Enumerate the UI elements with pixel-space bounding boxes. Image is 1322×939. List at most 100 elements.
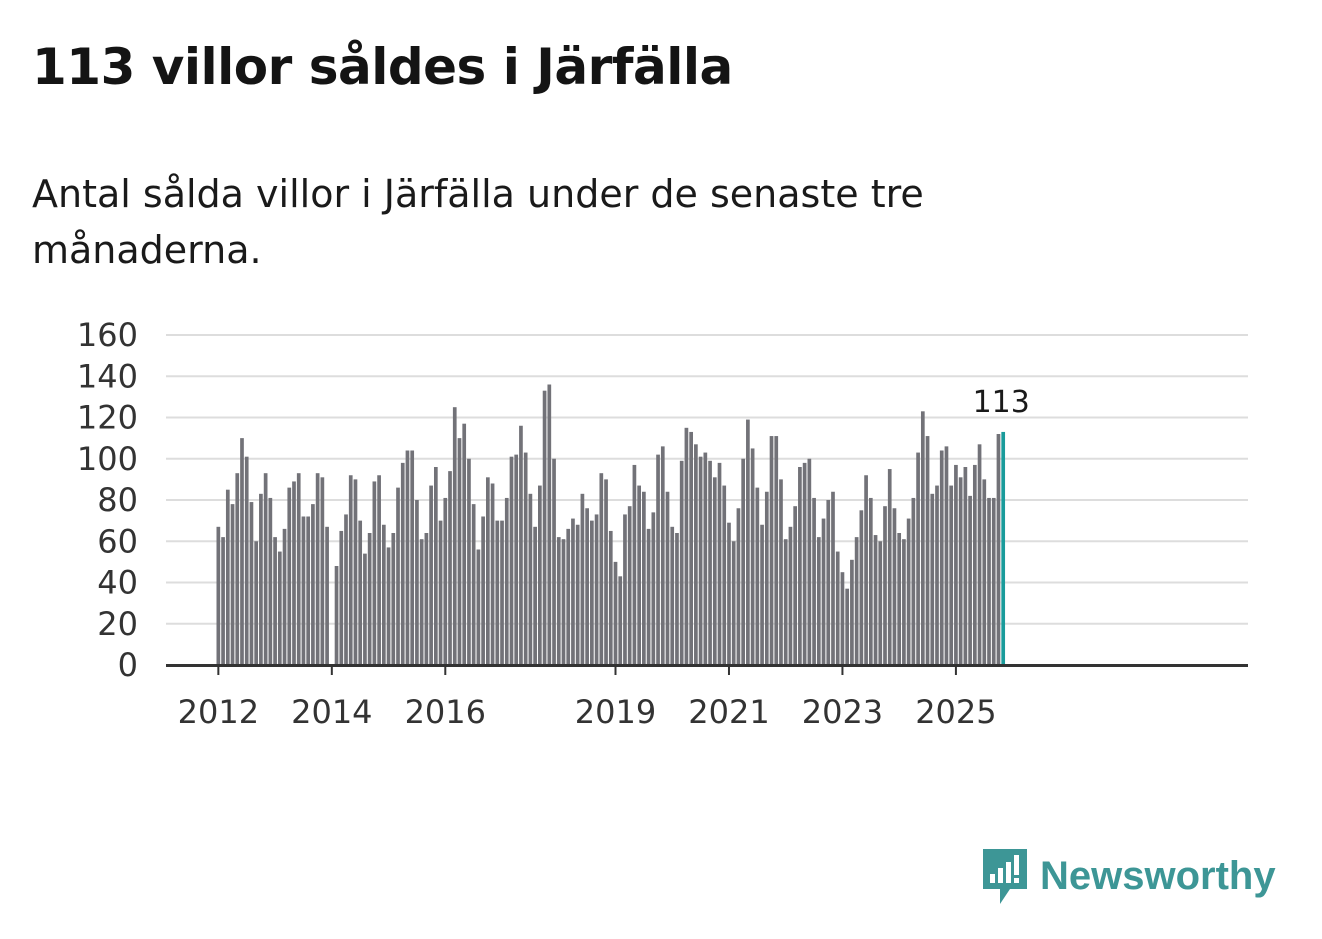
bar: [263, 473, 268, 665]
chart-title: 113 villor såldes i Järfälla: [32, 38, 733, 96]
bar: [618, 576, 623, 665]
bar: [840, 572, 845, 665]
bar: [864, 475, 868, 665]
bar: [471, 504, 476, 665]
bar: [774, 436, 779, 665]
bar: [325, 526, 329, 665]
bar: [538, 485, 542, 665]
bar: [282, 528, 287, 665]
bar: [448, 471, 452, 665]
bar: [396, 487, 400, 665]
bar: [935, 485, 939, 665]
bar: [287, 487, 292, 665]
bar: [429, 485, 433, 665]
bar: [944, 446, 949, 665]
bar: [977, 444, 982, 665]
bar: [306, 516, 311, 665]
bar: [556, 537, 561, 665]
bar: [216, 526, 221, 665]
bar: [972, 464, 977, 665]
bar: [769, 436, 774, 665]
bar: [443, 497, 448, 665]
bar: [363, 553, 367, 665]
bar: [301, 516, 306, 665]
bar: [367, 533, 372, 665]
bar: [873, 535, 878, 665]
y-tick-label: 120: [77, 399, 138, 437]
bar: [377, 475, 381, 665]
x-tick-label: 2014: [291, 693, 372, 731]
bar: [958, 477, 963, 665]
bar: [353, 479, 358, 665]
bar: [608, 530, 613, 665]
y-tick-label: 140: [77, 357, 138, 395]
bar: [1001, 431, 1006, 665]
bar: [528, 493, 533, 665]
bar: [675, 533, 679, 665]
bar: [481, 516, 485, 665]
bar: [476, 549, 481, 665]
bar: [698, 456, 703, 665]
bar: [552, 458, 556, 665]
bar: [519, 425, 523, 665]
bar: [703, 452, 708, 665]
bar: [561, 539, 566, 665]
bar: [523, 452, 528, 665]
bar: [438, 520, 443, 665]
bar: [911, 497, 916, 665]
bar: [831, 491, 835, 665]
bar: [906, 518, 911, 665]
bar: [254, 541, 259, 665]
bar: [244, 456, 249, 665]
bar: [495, 520, 500, 665]
y-tick-label: 0: [118, 646, 138, 684]
bar: [415, 500, 419, 665]
bar: [514, 454, 519, 665]
bar: [509, 456, 514, 665]
bar: [221, 537, 225, 665]
y-tick-label: 20: [97, 605, 138, 643]
bar: [783, 539, 788, 665]
y-tick-label: 160: [77, 316, 138, 354]
bar: [623, 514, 627, 665]
bar: [632, 464, 637, 665]
x-tick-label: 2019: [575, 693, 656, 731]
bar: [400, 462, 405, 665]
y-tick-label: 80: [97, 481, 138, 519]
bar: [590, 520, 594, 665]
bar: [930, 493, 935, 665]
bar: [802, 462, 807, 665]
bar: [987, 497, 991, 665]
bar: [920, 411, 925, 665]
x-tick-label: 2016: [405, 693, 486, 731]
newsworthy-logo-icon: [983, 849, 1027, 904]
bar: [798, 467, 802, 665]
bar: [627, 506, 632, 665]
x-tick-label: 2021: [688, 693, 769, 731]
bar: [939, 450, 944, 665]
bar: [277, 551, 282, 665]
bar: [594, 514, 599, 665]
bar: [949, 485, 954, 665]
bar: [542, 390, 547, 665]
bar: [273, 537, 277, 665]
bar: [410, 450, 415, 665]
bar: [925, 436, 930, 665]
bar: [315, 473, 320, 665]
bar: [755, 487, 760, 665]
bar: [372, 481, 377, 665]
brand-logo[interactable]: Newsworthy: [980, 846, 1276, 906]
bar: [854, 537, 859, 665]
bar: [741, 458, 746, 665]
bar: [968, 495, 972, 665]
bar: [457, 438, 462, 665]
bar: [533, 526, 537, 665]
bar: [405, 450, 410, 665]
bar: [230, 504, 235, 665]
bar: [684, 427, 689, 665]
highlight-value-label: 113: [973, 385, 1030, 420]
bar: [982, 479, 987, 665]
bar: [580, 493, 585, 665]
bar: [381, 524, 386, 665]
